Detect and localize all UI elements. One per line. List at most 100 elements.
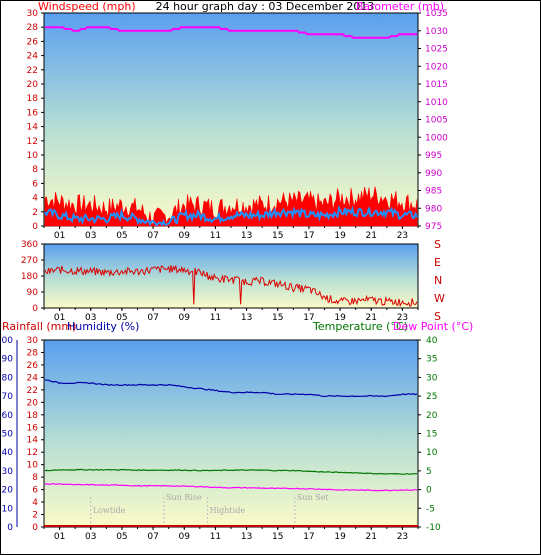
temperature-axis-tick-label: 0 xyxy=(426,486,432,496)
humidity-axis-label: Humidity (%) xyxy=(67,320,139,333)
humidity-axis-tick-label: 50 xyxy=(2,430,14,440)
windspeed-axis-tick-label: 4 xyxy=(32,194,38,204)
windspeed-axis-tick-label: 8 xyxy=(32,165,38,175)
barometer-series xyxy=(45,26,417,39)
temp-humidity-x-tick-label: 05 xyxy=(116,532,127,542)
windspeed-axis-tick-label: 30 xyxy=(27,9,39,19)
chart-layer: 3028262422201816141210864201035103010251… xyxy=(0,9,448,542)
rainfall-axis-tick-label: 10 xyxy=(27,461,39,471)
humidity-axis-tick-label: 30 xyxy=(2,467,14,477)
wind-direction-x-tick-label: 05 xyxy=(116,313,127,323)
wind-direction-x-tick-label: 07 xyxy=(147,313,158,323)
temp-humidity-x-tick-label: 13 xyxy=(241,532,252,542)
temperature-axis-tick-label: 35 xyxy=(426,355,437,365)
wind-baro-x-tick-label: 19 xyxy=(334,231,346,241)
annotation-label: Sun Rise xyxy=(166,493,202,502)
humidity-axis-tick-label: 40 xyxy=(2,448,14,458)
dew-point-series xyxy=(45,482,418,492)
wind-baro-x-tick-label: 05 xyxy=(116,231,127,241)
wind-baro-x-tick-label: 03 xyxy=(85,231,96,241)
wind-baro-x-tick-label: 11 xyxy=(210,231,221,241)
wind-baro-x-tick-label: 01 xyxy=(54,231,65,241)
windspeed-axis-label: Windspeed (mph) xyxy=(38,0,136,13)
temperature-axis-tick-label: -5 xyxy=(426,504,435,514)
humidity-axis-tick-label: 70 xyxy=(2,392,14,402)
temperature-series xyxy=(44,468,418,475)
wind-direction-x-tick-label: 15 xyxy=(272,313,283,323)
windspeed-axis-tick-label: 16 xyxy=(27,108,39,118)
direction-axis-tick-label: 360 xyxy=(21,240,38,250)
wind-direction-series xyxy=(44,265,418,308)
rainfall-axis-tick-label: 2 xyxy=(32,511,38,521)
rainfall-axis-tick-label: 16 xyxy=(27,423,39,433)
rainfall-axis-tick-label: 0 xyxy=(32,523,38,533)
wind-baro-x-tick-label: 23 xyxy=(397,231,408,241)
barometer-axis-tick-label: 1010 xyxy=(425,98,448,108)
rainfall-axis-tick-label: 30 xyxy=(27,336,39,346)
temp-humidity-x-tick-label: 23 xyxy=(397,532,408,542)
temperature-axis-tick-label: 5 xyxy=(426,467,432,477)
barometer-axis-tick-label: 1005 xyxy=(425,116,448,126)
temperature-axis-tick-label: 25 xyxy=(426,392,437,402)
wind-baro-x-tick-label: 17 xyxy=(303,231,314,241)
compass-label: N xyxy=(434,274,442,287)
compass-label: W xyxy=(434,292,445,305)
windspeed-axis-tick-label: 22 xyxy=(27,66,38,76)
wind-baro-x-tick-label: 21 xyxy=(366,231,377,241)
rainfall-axis-label: Rainfall (mm) xyxy=(2,320,76,333)
humidity-axis-tick-label: 90 xyxy=(2,355,14,365)
wind-baro-x-tick-label: 09 xyxy=(179,231,191,241)
temp-humidity-x-tick-label: 21 xyxy=(366,532,377,542)
temp-humidity-x-tick-label: 03 xyxy=(85,532,96,542)
windspeed-axis-tick-label: 0 xyxy=(32,222,38,232)
dew-point-axis-label: Dew Point (°C) xyxy=(393,320,473,333)
wind-direction-x-tick-label: 21 xyxy=(366,313,377,323)
barometer-axis-tick-label: 1025 xyxy=(425,45,448,55)
rainfall-axis-tick-label: 12 xyxy=(27,448,38,458)
windspeed-axis-tick-label: 18 xyxy=(27,94,39,104)
wind-baro-plot-area xyxy=(44,13,418,226)
barometer-axis-tick-label: 975 xyxy=(425,222,442,232)
barometer-axis-tick-label: 980 xyxy=(425,204,442,214)
rainfall-axis-tick-label: 4 xyxy=(32,498,38,508)
barometer-axis-tick-label: 1000 xyxy=(425,133,448,143)
rainfall-axis-tick-label: 20 xyxy=(27,398,39,408)
windspeed-axis-tick-label: 12 xyxy=(27,137,38,147)
graph-title: 24 hour graph day : 03 December 2013 xyxy=(156,0,375,13)
humidity-axis-tick-label: 60 xyxy=(2,411,14,421)
wind-direction-x-tick-label: 11 xyxy=(210,313,221,323)
humidity-axis-tick-label: 10 xyxy=(2,504,14,514)
compass-label: S xyxy=(434,238,441,251)
humidity-axis-tick-label: 80 xyxy=(2,373,14,383)
temperature-axis-tick-label: 30 xyxy=(426,373,438,383)
windspeed-axis-tick-label: 26 xyxy=(27,37,39,47)
temperature-axis-tick-label: 15 xyxy=(426,430,437,440)
rainfall-axis-tick-label: 28 xyxy=(27,348,39,358)
windspeed-axis-tick-label: 2 xyxy=(32,208,38,218)
rainfall-axis-tick-label: 26 xyxy=(27,361,39,371)
temp-humidity-x-tick-label: 07 xyxy=(147,532,158,542)
barometer-axis-tick-label: 990 xyxy=(425,169,442,179)
windspeed-axis-tick-label: 6 xyxy=(32,179,38,189)
rainfall-axis-tick-label: 22 xyxy=(27,386,38,396)
compass-label: S xyxy=(434,310,441,323)
wind-direction-x-tick-label: 09 xyxy=(179,313,191,323)
wind-direction-x-tick-label: 19 xyxy=(334,313,346,323)
temp-humidity-x-tick-label: 09 xyxy=(179,532,191,542)
wind-direction-x-tick-label: 01 xyxy=(54,313,65,323)
temp-humidity-x-tick-label: 15 xyxy=(272,532,283,542)
barometer-axis-tick-label: 1030 xyxy=(425,27,448,37)
compass-label: E xyxy=(434,256,441,269)
temp-humidity-x-tick-label: 01 xyxy=(54,532,65,542)
barometer-axis-tick-label: 1035 xyxy=(425,9,448,19)
direction-axis-tick-label: 90 xyxy=(27,288,39,298)
wind-direction-x-tick-label: 03 xyxy=(85,313,96,323)
rainfall-axis-tick-label: 14 xyxy=(27,436,39,446)
wind-direction-x-tick-label: 13 xyxy=(241,313,252,323)
barometer-axis-tick-label: 995 xyxy=(425,151,442,161)
humidity-axis-tick-label: 0 xyxy=(7,523,13,533)
barometer-axis-tick-label: 1015 xyxy=(425,80,448,90)
annotation-label: Lowtide xyxy=(93,506,126,515)
humidity-series xyxy=(44,379,418,398)
